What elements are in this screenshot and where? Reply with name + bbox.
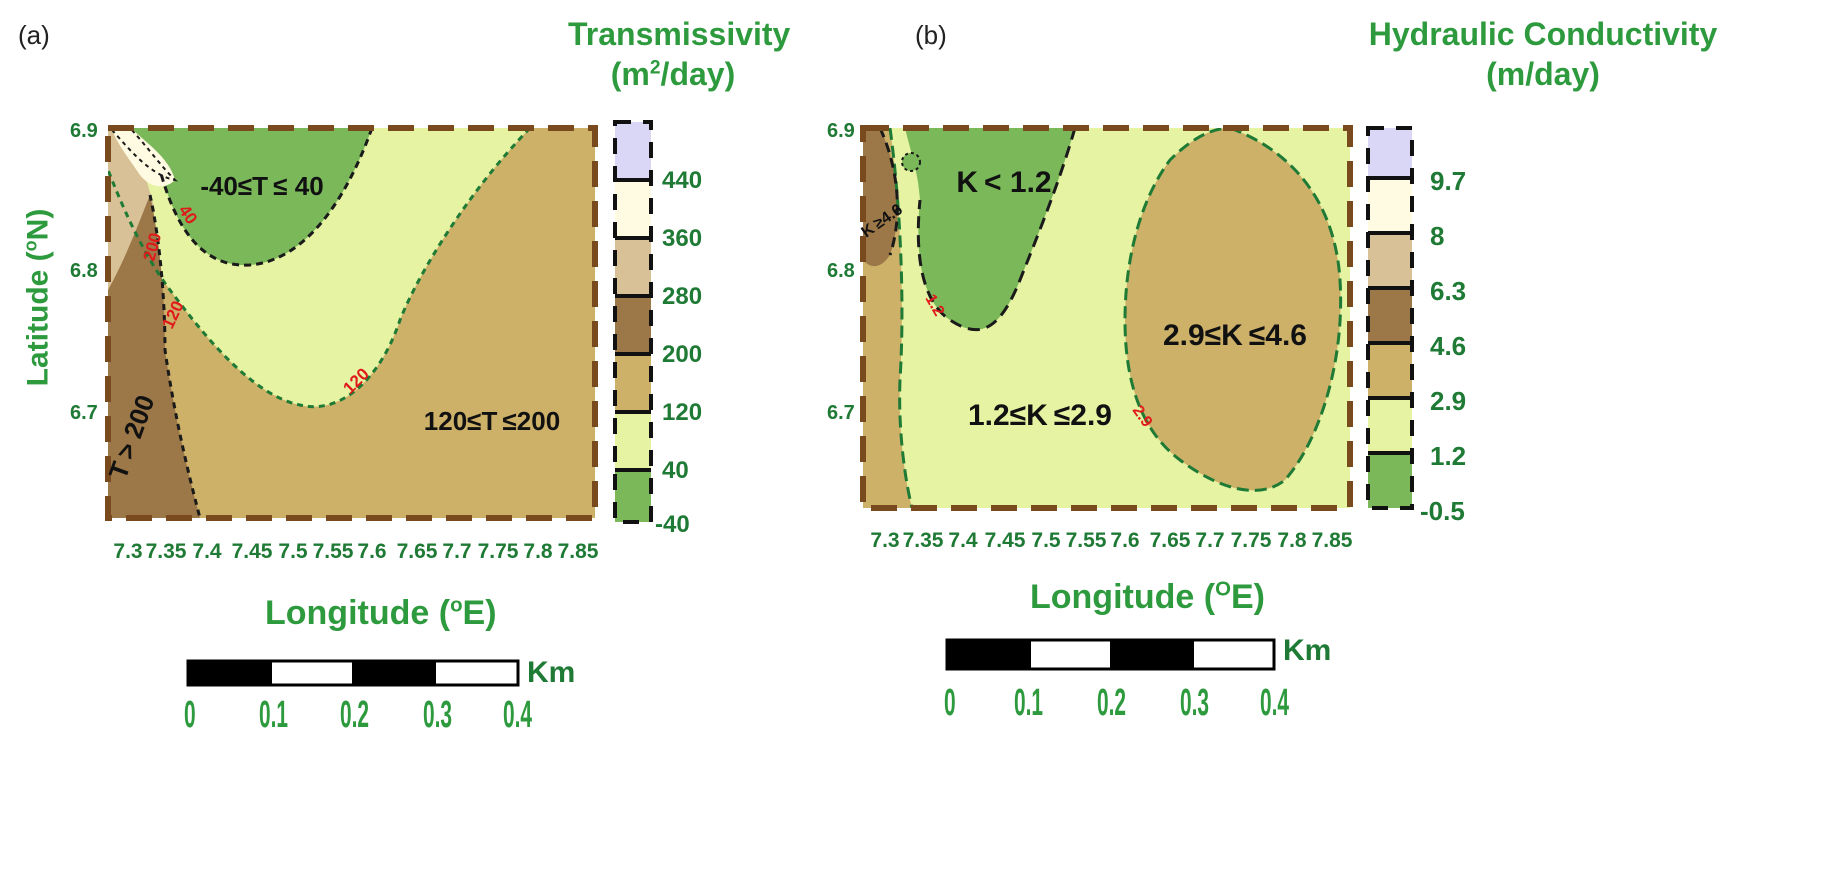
region-label: 120≤T ≤200 (424, 406, 560, 436)
x-tick: 7.85 (558, 540, 599, 563)
scale-bar-tick: 0.3 (1180, 682, 1210, 724)
colorbar-title-line2: (m/day) (1486, 56, 1600, 92)
scale-bar-unit: Km (527, 656, 576, 689)
map-frame (105, 125, 598, 521)
y-tick: 6.7 (70, 402, 98, 424)
colorbar-tick: 40 (662, 457, 689, 484)
contour-fill-a (108, 128, 595, 518)
region-360-440 (112, 128, 175, 187)
scale-bar-tick: 0.3 (423, 694, 453, 736)
y-tick: 6.8 (70, 260, 98, 282)
colorbar-tick: 360 (662, 225, 702, 252)
x-tick: 7.65 (397, 540, 438, 563)
scale-bar-tick: 0.2 (1097, 682, 1127, 724)
x-tick: 7.35 (146, 540, 187, 563)
colorbar-title-line2: (m2/day) (610, 56, 736, 92)
y-tick: 6.9 (70, 120, 98, 142)
scale-bar-a (186, 659, 520, 687)
scale-bar-tick: 0 (184, 694, 196, 736)
colorbar-title-line1: Hydraulic Conductivity (1368, 16, 1718, 52)
colorbar-tick: 120 (662, 399, 702, 426)
x-tick: 7.6 (357, 540, 386, 563)
x-tick: 7.55 (313, 540, 354, 563)
x-axis-label: Longitude (oE) (265, 594, 497, 632)
x-tick: 7.8 (523, 540, 553, 563)
colorbar-tick: 440 (662, 167, 702, 194)
contour-40 (158, 128, 374, 267)
region-over-200 (108, 195, 200, 518)
contour-small (111, 128, 179, 182)
colorbar-tick: 280 (662, 283, 702, 310)
scale-bar-tick: 0.4 (503, 694, 533, 736)
colorbar-tick: -40 (655, 511, 690, 538)
x-tick: 7.45 (232, 540, 273, 563)
colorbar-title-line1: Transmissivity (568, 16, 791, 52)
x-tick: 7.3 (113, 540, 142, 563)
colorbar-title: Transmissivity (m2/day) (568, 14, 791, 94)
panel-tag: (b) (915, 20, 947, 50)
region-minus40-40 (130, 128, 372, 266)
panel-a-transmissivity: (a) Transmissivity (m2/day) Latitude (oN… (18, 14, 791, 736)
x-tick: 7.75 (478, 540, 519, 563)
region-label: -40≤T ≤ 40 (200, 171, 323, 201)
x-tick: 7.4 (192, 540, 222, 563)
scale-bar-tick: 0.2 (340, 694, 370, 736)
colorbar-tick: 200 (662, 341, 702, 368)
map-a-canvas: -40≤T ≤ 40 120≤T ≤200 T > 200 40 200 120… (70, 120, 702, 687)
panel-tag: (a) (18, 20, 50, 50)
x-tick: 7.7 (442, 540, 471, 563)
x-tick: 7.5 (278, 540, 308, 563)
scale-bar-unit: Km (1283, 634, 1332, 667)
map-b-canvas-main (915, 0, 1830, 873)
x-axis-label: Longitude (OE) (1030, 578, 1265, 616)
scale-bar-tick: 0 (944, 682, 956, 724)
scale-bar-tick: 0.1 (259, 694, 289, 736)
scale-bar-tick: 0.1 (1014, 682, 1044, 724)
scale-bar-tick: 0.4 (1260, 682, 1290, 724)
colorbar-a (613, 120, 653, 524)
panel-b-hydraulic-conductivity: (b) Hydraulic Conductivity (m/day) Latit… (913, 0, 1830, 873)
contour-120 (108, 128, 532, 409)
colorbar-title: Hydraulic Conductivity (m/day) (1263, 14, 1823, 94)
contour-200 (148, 194, 202, 518)
